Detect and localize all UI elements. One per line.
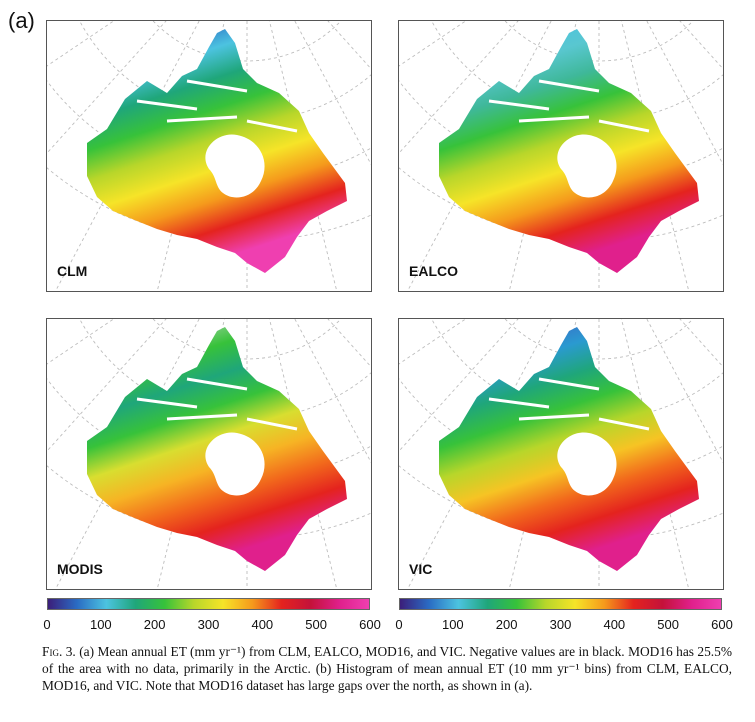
tick-label: 100 <box>89 617 112 632</box>
map-panel-ealco: EALCO <box>398 20 724 292</box>
map-label-modis: MODIS <box>57 561 103 577</box>
tick-label: 300 <box>549 617 572 632</box>
arctic-channels <box>136 79 298 133</box>
hudson-bay <box>557 134 617 198</box>
tick-label: 100 <box>441 617 464 632</box>
hudson-bay <box>557 432 617 496</box>
colorbar-left <box>47 598 370 610</box>
map-image-modis <box>47 319 371 589</box>
tick-label: 0 <box>43 617 51 632</box>
colorbar-ticks-right: 0 100 200 300 400 500 600 <box>395 617 732 633</box>
figure-caption: Fig. 3. (a) Mean annual ET (mm yr⁻¹) fro… <box>42 643 732 694</box>
tick-label: 400 <box>251 617 274 632</box>
map-panel-clm: CLM <box>46 20 372 292</box>
tick-label: 300 <box>197 617 220 632</box>
tick-label: 500 <box>657 617 680 632</box>
map-image-vic <box>399 319 723 589</box>
tick-label: 600 <box>711 617 733 632</box>
tick-label: 600 <box>359 617 381 632</box>
map-panel-modis: MODIS <box>46 318 372 590</box>
arctic-channels <box>136 377 298 431</box>
tick-label: 200 <box>143 617 166 632</box>
tick-label: 400 <box>603 617 626 632</box>
panel-label: (a) <box>8 8 35 33</box>
map-label-vic: VIC <box>409 561 433 577</box>
tick-label: 500 <box>305 617 328 632</box>
tick-label: 200 <box>495 617 518 632</box>
arctic-channels <box>488 79 650 133</box>
caption-text: (a) Mean annual ET (mm yr⁻¹) from CLM, E… <box>42 644 732 693</box>
hudson-bay <box>205 134 265 198</box>
map-image-ealco <box>399 21 723 291</box>
map-image-clm <box>47 21 371 291</box>
figure-number: Fig. 3. <box>42 644 76 659</box>
map-panel-vic: VIC <box>398 318 724 590</box>
tick-label: 0 <box>395 617 403 632</box>
colorbar-ticks-left: 0 100 200 300 400 500 600 <box>43 617 380 633</box>
map-label-clm: CLM <box>57 263 88 279</box>
colorbar-right <box>399 598 722 610</box>
map-label-ealco: EALCO <box>409 263 458 279</box>
hudson-bay <box>205 432 265 496</box>
arctic-channels <box>488 377 650 431</box>
